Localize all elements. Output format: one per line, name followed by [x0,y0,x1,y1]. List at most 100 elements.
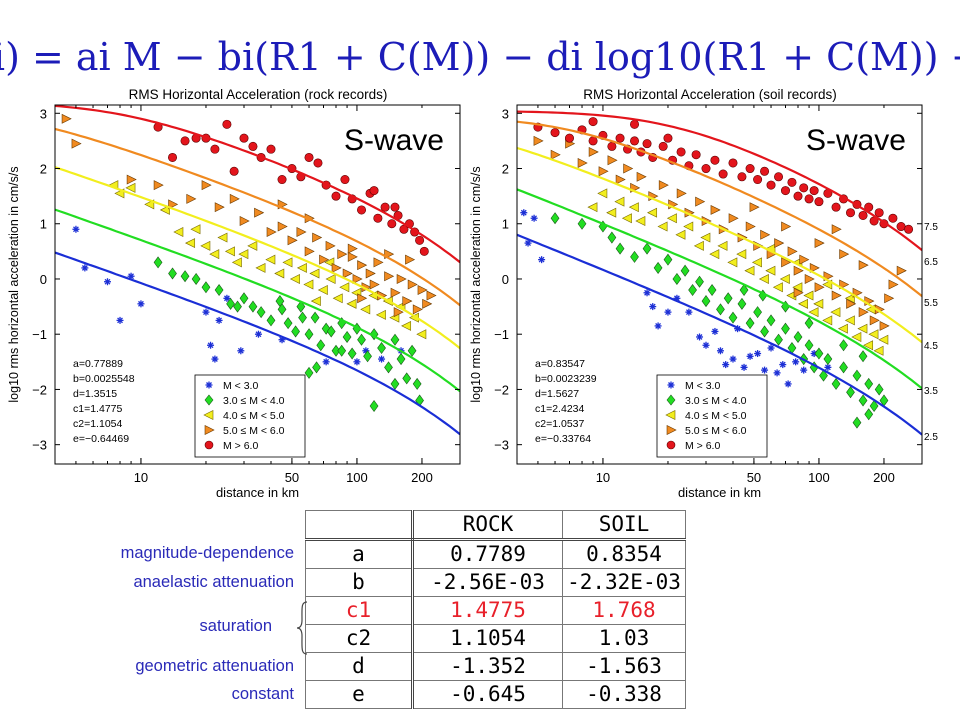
point-3-39 [347,243,358,254]
point-2-34 [851,331,862,342]
point-1-35 [846,386,855,399]
point-3-16 [695,196,706,207]
point-1-40 [874,383,884,396]
point-4-48 [630,119,640,129]
point-1-41 [390,377,400,390]
point-4-15 [304,152,314,162]
point-2-9 [666,213,677,224]
point-4-1 [550,128,560,138]
legend-label-1: 3.0 ≤ M < 4.0 [685,395,747,407]
point-2-21 [303,279,314,290]
rock-value: 0.7789 [412,539,563,569]
plot-area [517,110,922,436]
point-4-28 [780,186,790,196]
point-2-16 [727,257,738,268]
point-0-1 [81,264,89,272]
regression-results-table: ROCK SOIL a 0.7789 0.8354 b -2.56E-03 -2.32E… [305,510,686,709]
point-4-21 [728,158,738,168]
legend-label-4: M > 6.0 [223,440,258,452]
legend-label-0: M < 3.0 [223,380,258,392]
point-1-10 [256,306,266,319]
y-tick-label: 3 [40,106,47,121]
point-2-17 [274,268,285,279]
param-name: e [305,680,414,709]
label-constant: constant [231,685,294,703]
point-2-2 [125,182,136,193]
point-3-1 [550,149,561,160]
point-2-11 [224,246,235,257]
point-4-9 [630,136,640,146]
point-2-39 [878,334,889,345]
point-3-34 [407,279,418,290]
saturation-brace [296,601,308,655]
point-2-8 [657,221,668,232]
point-1-15 [298,311,307,324]
point-4-30 [415,235,425,245]
point-1-27 [363,350,372,363]
point-0-24 [784,380,792,388]
point-4-21 [357,205,367,215]
soil-value: 1.03 [562,624,686,653]
point-2-24 [325,273,336,284]
point-2-9 [209,249,220,260]
point-4-1 [168,152,178,162]
axes-frame [54,104,461,465]
point-1-7 [233,300,242,313]
point-3-32 [809,262,820,273]
table-row: b -2.56E-03 -2.32E-03 [305,568,686,597]
point-4-32 [804,194,814,204]
point-3-28 [373,257,384,268]
point-1-14 [291,325,300,338]
model-curve-2 [517,146,922,344]
legend-marker-0 [667,381,675,389]
point-3-30 [384,271,395,282]
point-1-43 [864,408,874,421]
point-0-0 [520,209,528,217]
point-3-14 [296,227,307,238]
point-3-3 [153,180,164,191]
point-3-29 [793,265,804,276]
point-4-33 [809,186,819,196]
point-3-46 [896,265,907,276]
point-1-43 [296,300,306,313]
y-tick-label: −2 [494,382,509,397]
point-2-20 [296,262,307,273]
y-tick-label: 0 [40,272,47,287]
curve-label: 5.5 [924,298,938,309]
point-2-35 [857,323,868,334]
point-3-37 [846,298,857,309]
point-0-9 [215,316,223,324]
point-3-51 [749,202,760,213]
point-1-37 [858,394,868,407]
point-4-12 [277,175,287,185]
point-1-8 [239,292,249,305]
point-1-1 [577,217,587,230]
param-text: d=1.3515 [73,388,117,400]
point-3-41 [405,254,416,265]
point-3-27 [781,257,792,268]
point-1-42 [852,416,862,429]
point-2-3 [144,199,155,210]
point-3-18 [325,240,336,251]
point-0-0 [72,225,80,233]
point-3-4 [588,146,599,157]
legend-marker-1 [666,394,676,406]
y-tick-label: −1 [32,327,47,342]
point-1-11 [688,284,697,297]
point-3-17 [319,254,330,265]
param-name: d [305,652,414,681]
point-3-0 [61,113,72,124]
point-0-1 [524,239,532,247]
point-1-35 [412,377,422,390]
point-2-37 [868,329,879,340]
param-text: c1=1.4775 [73,403,122,415]
param-text: b=0.0025548 [73,373,135,385]
point-4-13 [658,141,668,151]
point-1-32 [823,353,833,366]
legend-marker-1 [204,394,214,406]
point-1-34 [839,361,848,374]
point-2-4 [621,213,632,224]
point-2-15 [255,262,266,273]
legend-box [656,374,768,458]
legend-marker-4 [666,440,676,450]
